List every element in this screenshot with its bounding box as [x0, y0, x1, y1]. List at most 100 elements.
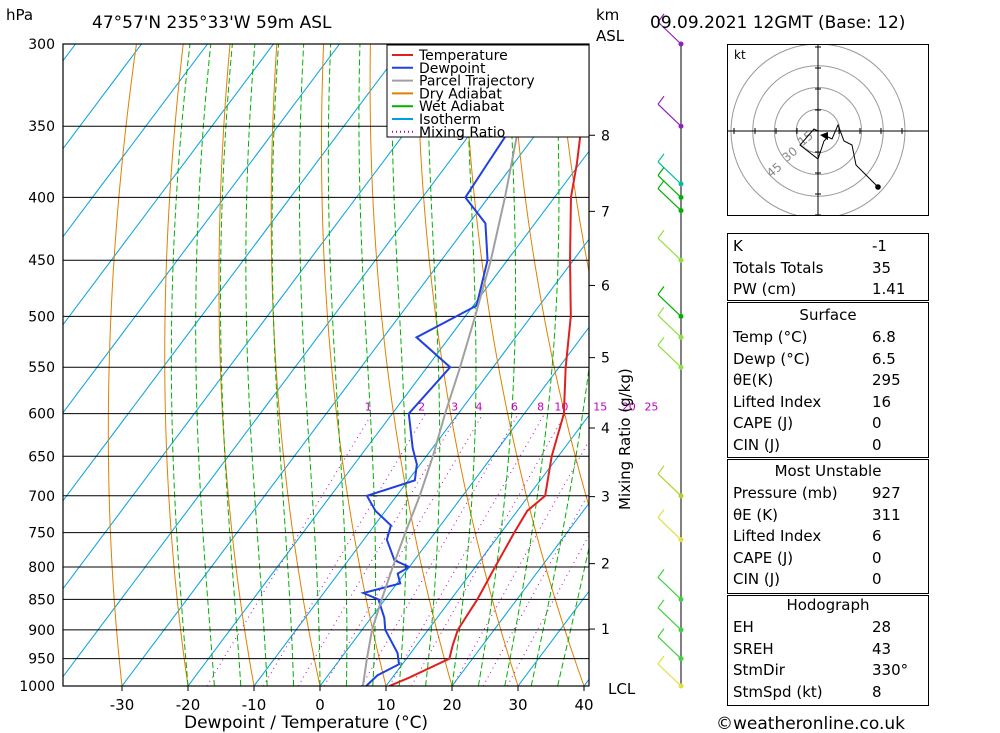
stat-value: 6 — [872, 527, 882, 545]
wind-barb-staff — [657, 103, 682, 127]
wet-adiabat-line — [557, 545, 589, 686]
isotherm-line — [187, 150, 589, 686]
wind-barb-flag — [657, 180, 665, 189]
isotherm-line — [451, 502, 589, 686]
isotherm-line — [253, 238, 589, 686]
legend-item-label: Dry Adiabat — [419, 86, 502, 102]
hodograph-ring-label: 45 — [764, 160, 785, 181]
wind-barb-staff — [657, 293, 682, 317]
pressure-tick-label: 400 — [28, 190, 55, 206]
wind-barb-staff — [657, 314, 682, 338]
wet-adiabat-line — [504, 44, 560, 686]
pressure-tick-label: 800 — [28, 560, 55, 576]
legend-item-label: Isotherm — [419, 112, 481, 128]
wind-barb-staff — [657, 21, 682, 45]
wind-barb-flag — [657, 465, 665, 475]
pressure-tick-label: 300 — [28, 37, 55, 53]
most-unstable-title: Most Unstable — [774, 462, 882, 480]
pressure-tick-label: 750 — [28, 526, 55, 542]
wind-level-dot — [678, 123, 684, 129]
x-tick-label: 20 — [442, 696, 461, 714]
stat-value: 8 — [872, 682, 882, 701]
stat-value: 43 — [872, 639, 892, 658]
series-parcel-trajectory — [361, 44, 539, 686]
legend-item-label: Temperature — [418, 48, 508, 64]
km-tick-label: 2 — [601, 557, 610, 573]
wind-barb-flag — [657, 655, 665, 665]
wind-barb-staff — [657, 188, 682, 212]
isotherm-line — [63, 44, 208, 238]
isotherm-line — [319, 326, 589, 686]
location-title: 47°57'N 235°33'W 59m ASL — [92, 13, 332, 33]
wind-barb-staff — [657, 663, 682, 687]
wind-barb-staff — [657, 161, 682, 185]
stat-label: Pressure (mb) — [733, 484, 838, 502]
series-temperature — [388, 44, 583, 686]
km-tick-label: 1 — [601, 622, 610, 638]
lcl-label: LCL — [608, 680, 636, 698]
datetime-title: 09.09.2021 12GMT (Base: 12) — [650, 13, 905, 33]
wind-level-dot — [678, 627, 684, 633]
x-tick-label: -30 — [110, 696, 135, 714]
mixing-ratio-label: 2 — [418, 401, 425, 414]
hodograph-stats-panel — [727, 595, 929, 706]
stat-label: StmDir — [733, 661, 785, 679]
mixing-ratio-label: 15 — [593, 401, 607, 414]
dry-adiabat-line — [557, 44, 589, 275]
mixing-ratio-label: 1 — [365, 401, 372, 414]
mixing-ratio-label: 10 — [554, 401, 568, 414]
stat-value: 311 — [872, 505, 901, 524]
wind-barb-staff — [657, 576, 682, 600]
surface-title: Surface — [799, 306, 857, 324]
asl-label: ASL — [596, 27, 625, 45]
hodograph-stats-title: Hodograph — [786, 596, 870, 614]
stat-value: 0 — [872, 435, 882, 454]
stat-label: K — [733, 237, 743, 255]
stat-value: 0 — [872, 570, 882, 588]
wind-barb-staff — [657, 174, 682, 198]
wind-level-dot — [678, 257, 684, 263]
pressure-tick-label: 450 — [28, 253, 55, 269]
wind-barb-staff — [657, 636, 682, 660]
stat-label: θE (K) — [733, 505, 778, 524]
stat-value: 927 — [872, 484, 901, 502]
wind-barb-staff — [657, 517, 682, 541]
pressure-tick-label: 900 — [28, 623, 55, 639]
wind-barb-flag — [657, 336, 665, 346]
surface-panel — [727, 302, 929, 458]
wind-barb-flag — [657, 509, 665, 519]
most-unstable-panel — [727, 459, 929, 594]
mixing-ratio-label: 8 — [537, 401, 544, 414]
stat-label: EH — [733, 618, 754, 636]
wind-level-dot — [678, 208, 684, 214]
mixing-ratio-label: 3 — [451, 401, 458, 414]
stat-value: 295 — [872, 371, 901, 389]
hodograph-ring-label: 30 — [780, 144, 801, 165]
wind-level-dot — [678, 334, 684, 340]
dry-adiabat-line — [932, 44, 1000, 686]
wind-barb-flag — [657, 229, 665, 239]
legend-item-label: Dewpoint — [419, 61, 486, 77]
hodograph-trace — [799, 123, 879, 188]
hodograph-end-dot — [875, 184, 881, 190]
wind-barb-staff — [657, 607, 682, 631]
plot-frame — [62, 43, 590, 687]
storm-motion-marker — [820, 132, 828, 140]
wind-barb-flag — [657, 167, 665, 176]
indices-panel — [727, 233, 929, 301]
stat-label: Dewp (°C) — [733, 349, 811, 368]
km-unit-label: km — [596, 6, 619, 24]
pressure-tick-label: 850 — [28, 592, 55, 608]
isotherm-line — [63, 44, 340, 414]
isotherm-line — [63, 44, 472, 590]
x-tick-label: -20 — [176, 696, 201, 714]
stat-value: 28 — [872, 618, 892, 636]
stat-label: CAPE (J) — [733, 548, 794, 567]
stat-value: 35 — [872, 258, 892, 277]
pressure-tick-label: 950 — [28, 652, 55, 668]
km-tick-label: 3 — [601, 490, 610, 506]
isotherm-line — [63, 44, 538, 678]
km-tick-label: 7 — [601, 204, 610, 220]
